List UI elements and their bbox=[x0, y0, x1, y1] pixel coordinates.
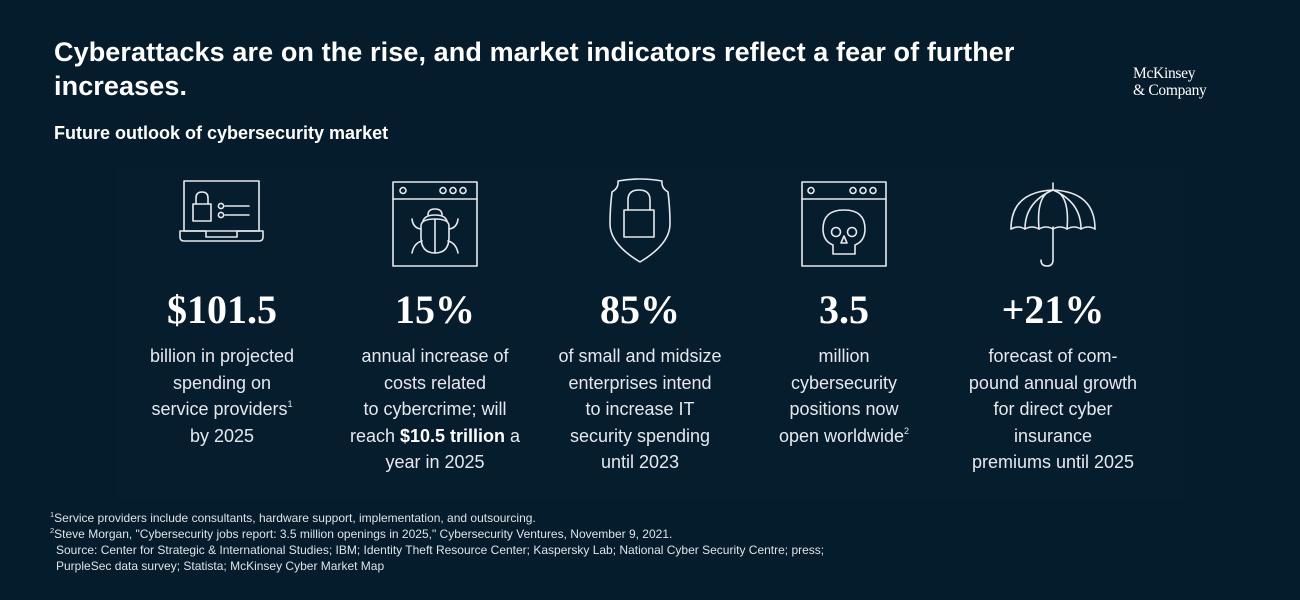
desc-line: to increase IT bbox=[585, 399, 695, 420]
stat-value: 85% bbox=[600, 287, 680, 332]
footnote-2: 2Steve Morgan, "Cybersecurity jobs repor… bbox=[50, 526, 824, 542]
mckinsey-logo: McKinsey & Company bbox=[1133, 65, 1207, 99]
browser-bug-icon bbox=[392, 181, 478, 267]
desc-text: a bbox=[505, 425, 521, 446]
desc-line: annual increase of bbox=[361, 346, 509, 366]
footnote-number: 2 bbox=[50, 526, 55, 535]
logo-line-2: & Company bbox=[1133, 82, 1207, 99]
footnote-number: 1 bbox=[50, 510, 55, 519]
desc-line: positions now bbox=[789, 399, 899, 420]
page-subtitle: Future outlook of cybersecurity market bbox=[54, 123, 389, 143]
source-line-2: PurpleSec data survey; Statista; McKinse… bbox=[56, 559, 385, 573]
umbrella-icon bbox=[1008, 182, 1098, 268]
stat-value: 3.5 bbox=[819, 287, 869, 332]
desc-line: by 2025 bbox=[189, 425, 255, 446]
page-title: Cyberattacks are on the rise, and market… bbox=[54, 37, 1015, 101]
desc-line: million bbox=[818, 346, 870, 366]
stat-description: million cybersecurity positions now open… bbox=[728, 343, 960, 449]
desc-line: pound annual growth bbox=[968, 372, 1138, 393]
desc-text: service providers bbox=[151, 399, 288, 420]
stat-description: of small and midsize enterprises intend … bbox=[524, 343, 756, 476]
stat-value: +21% bbox=[1001, 287, 1105, 332]
desc-line: for direct cyber bbox=[993, 399, 1113, 420]
desc-line: of small and midsize bbox=[558, 346, 722, 366]
desc-bold-value: $10.5 trillion bbox=[399, 425, 506, 446]
desc-line: forecast of com- bbox=[988, 346, 1118, 366]
desc-line: reach $10.5 trillion a bbox=[319, 423, 551, 450]
desc-line: security spending bbox=[569, 425, 711, 446]
source-line-1: Source: Center for Strategic & Internati… bbox=[56, 543, 825, 557]
desc-line: costs related bbox=[383, 372, 487, 393]
shield-lock-icon bbox=[607, 178, 673, 264]
footnote-ref: 1 bbox=[287, 399, 293, 410]
laptop-lock-icon bbox=[179, 179, 265, 243]
stat-value: $101.5 bbox=[167, 287, 277, 332]
desc-line: until 2023 bbox=[600, 452, 680, 473]
desc-line: year in 2025 bbox=[385, 452, 485, 473]
desc-line: billion in projected bbox=[149, 346, 295, 366]
footnotes: 1Service providers include consultants, … bbox=[50, 510, 824, 574]
stat-description: annual increase of costs related to cybe… bbox=[319, 343, 551, 476]
stat-value: 15% bbox=[395, 287, 475, 332]
desc-line: cybersecurity bbox=[790, 372, 898, 393]
desc-line: spending on bbox=[172, 372, 272, 393]
footnote-1: 1Service providers include consultants, … bbox=[50, 510, 824, 526]
browser-skull-icon bbox=[801, 181, 887, 267]
desc-line: insurance bbox=[1013, 425, 1093, 446]
footnote-text: Service providers include consultants, h… bbox=[54, 511, 536, 525]
desc-line: open worldwide2 bbox=[728, 423, 960, 450]
desc-line: to cybercrime; will bbox=[363, 399, 507, 420]
stat-description: forecast of com- pound annual growth for… bbox=[937, 343, 1169, 476]
desc-line: premiums until 2025 bbox=[971, 452, 1135, 473]
desc-line: service providers1 bbox=[106, 396, 338, 423]
desc-line: enterprises intend bbox=[568, 372, 712, 393]
desc-text: reach bbox=[349, 425, 400, 446]
logo-line-1: McKinsey bbox=[1133, 65, 1196, 82]
footnote-text: Steve Morgan, "Cybersecurity jobs report… bbox=[54, 527, 673, 541]
stat-description: billion in projected spending on service… bbox=[106, 343, 338, 449]
stats-panel: $101.5 billion in projected spending on … bbox=[116, 168, 1186, 500]
footnote-ref: 2 bbox=[904, 425, 910, 436]
desc-text: open worldwide bbox=[778, 425, 905, 446]
